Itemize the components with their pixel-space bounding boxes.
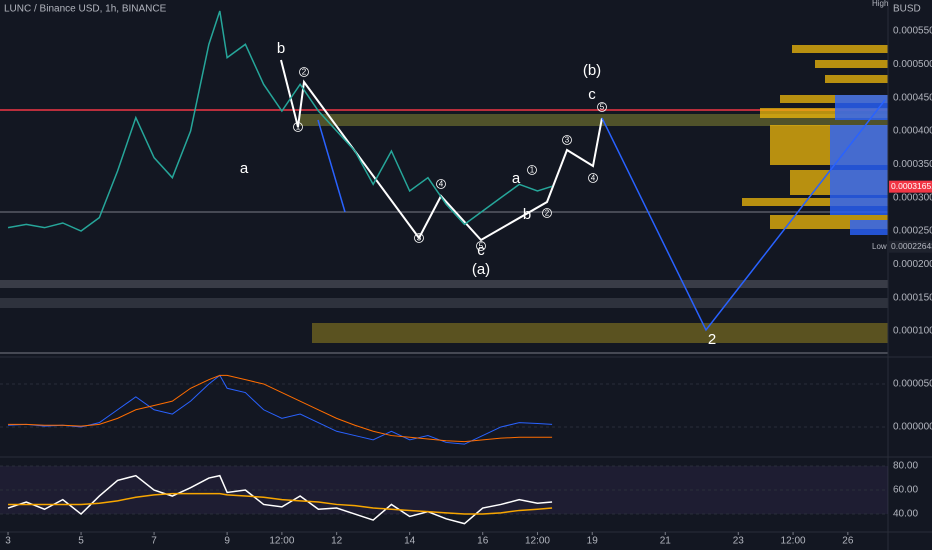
symbol-title: LUNC / Binance USD, 1h, BINANCE: [4, 4, 167, 15]
wave-count-circle: [414, 233, 424, 243]
wave-count: 4: [591, 174, 596, 183]
x-tick-label: 3: [5, 536, 11, 547]
wave-count: 2: [545, 209, 550, 218]
x-tick-label: 23: [733, 536, 745, 547]
wave-count: 5: [600, 103, 605, 112]
x-tick-label: 16: [477, 536, 489, 547]
low-price: 0.00022643: [891, 241, 932, 251]
wave-count: 3: [565, 136, 570, 145]
wave-count-circle: [436, 179, 446, 189]
y-tick-label: 0.00050000: [893, 59, 932, 70]
line-series: [7, 10, 553, 232]
x-tick-label: 12: [331, 536, 343, 547]
wave-count-circle: [588, 173, 598, 183]
y-tick-label: 0.00000000: [893, 422, 932, 433]
wave-label: b: [277, 40, 285, 57]
wave-count-circle: [542, 208, 552, 218]
x-tick-label: 12:00: [781, 536, 806, 547]
y-tick-label: 60.00: [893, 485, 918, 496]
y-tick-label: 0.00045000: [893, 92, 932, 103]
x-tick-label: 7: [151, 536, 157, 547]
wave-label: a: [512, 170, 521, 187]
wave-label: c: [588, 86, 596, 103]
wave-count-circle: [527, 165, 537, 175]
wave-count: 2: [302, 68, 307, 77]
x-tick-label: 26: [842, 536, 854, 547]
price-badge: [889, 180, 932, 193]
current-price: 0.00031651: [891, 181, 932, 191]
wave-label: (b): [583, 62, 601, 79]
chart-drawings: [0, 45, 888, 354]
wave-count: 1: [530, 166, 535, 175]
x-tick-label: 12:00: [525, 536, 550, 547]
y-tick-label: 0.00040000: [893, 126, 932, 137]
y-tick-label: 0.00015000: [893, 292, 932, 303]
zone: [312, 323, 888, 343]
x-tick-label: 21: [660, 536, 672, 547]
wave-projection: [601, 99, 886, 332]
y-tick-label: 0.00025000: [893, 226, 932, 237]
x-tick-label: 9: [224, 536, 230, 547]
zone: [0, 280, 888, 288]
x-tick-label: 19: [587, 536, 599, 547]
zone: [300, 114, 888, 126]
volume-profile: [830, 95, 888, 235]
wave-projection: [280, 59, 603, 242]
wave-count-circle: [476, 241, 486, 251]
line-series: [8, 374, 553, 443]
line-series: [8, 492, 553, 515]
y-tick-label: 0.00055000: [893, 26, 932, 37]
line-series: [7, 474, 553, 525]
x-tick-label: 5: [78, 536, 84, 547]
wave-label: b: [523, 206, 531, 223]
wave-count: 1: [296, 123, 301, 132]
wave-count: 3: [417, 234, 422, 243]
arrow: [317, 119, 346, 213]
wave-count-circle: [562, 135, 572, 145]
wave-label: (a): [472, 261, 490, 278]
currency: BUSD: [893, 4, 921, 15]
y-tick-label: 0.00035000: [893, 159, 932, 170]
y-tick-label: 0.00030000: [893, 192, 932, 203]
high-label: High: [872, 0, 888, 8]
wave-label: a: [240, 160, 249, 177]
line-series: [8, 374, 553, 445]
wave-count: 4: [439, 180, 444, 189]
wave-count-circle: [299, 67, 309, 77]
wave-count-circle: [597, 102, 607, 112]
low-label: Low: [872, 242, 887, 251]
y-tick-label: 80.00: [893, 461, 918, 472]
low-badge: [889, 240, 932, 253]
y-tick-label: 0.00020000: [893, 259, 932, 270]
x-tick-label: 12:00: [269, 536, 294, 547]
wave-label: 2: [708, 331, 716, 348]
wave-count-circle: [293, 122, 303, 132]
x-tick-label: 14: [404, 536, 416, 547]
y-tick-label: 0.00010000: [893, 326, 932, 337]
y-tick-label: 40.00: [893, 509, 918, 520]
y-tick-label: 0.00005000: [893, 379, 932, 390]
wave-count: 5: [479, 242, 484, 251]
zone: [0, 298, 888, 308]
